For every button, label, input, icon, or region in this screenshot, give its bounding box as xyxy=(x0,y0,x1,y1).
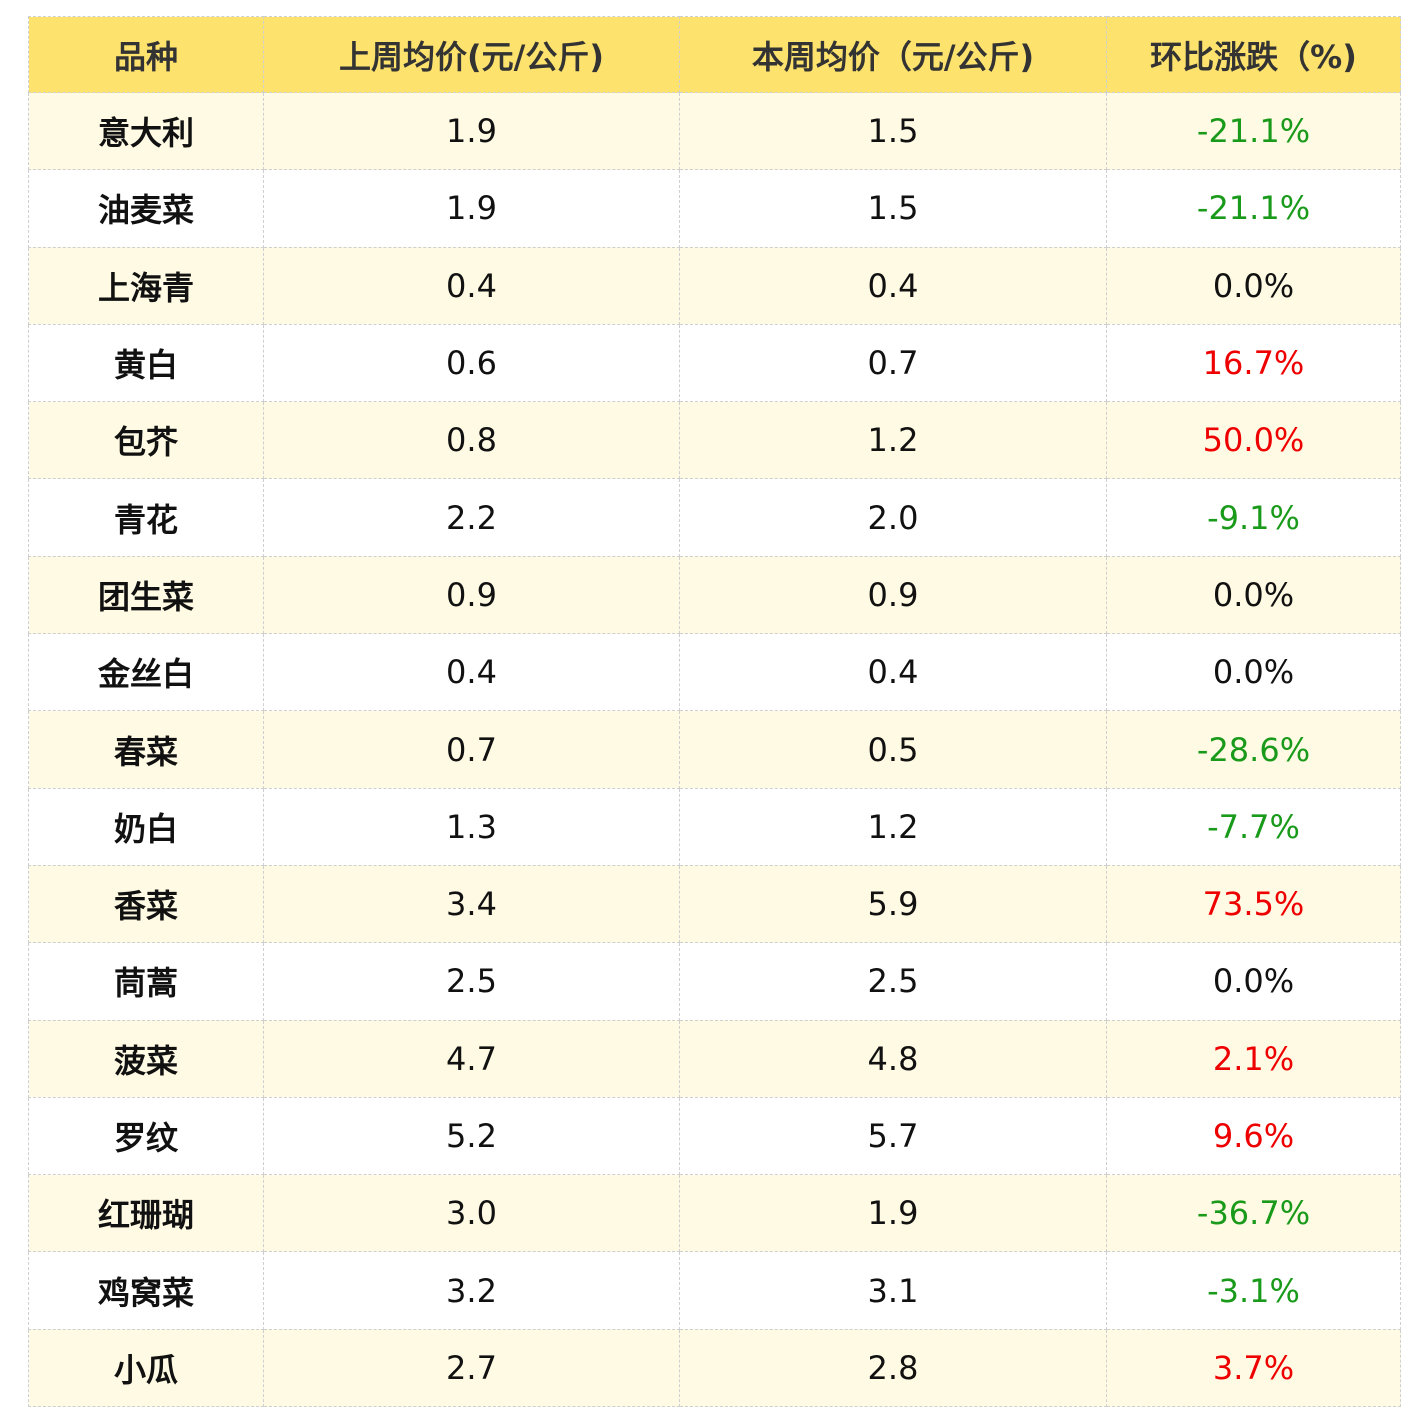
price-cell: 5.7 xyxy=(679,1096,1107,1176)
price-cell: 0.8 xyxy=(263,401,680,480)
price-cell: 0.7 xyxy=(679,323,1107,403)
change-cell: 73.5% xyxy=(1106,864,1401,944)
price-cell: 3.2 xyxy=(263,1251,680,1330)
table-row: 油麦菜 1.9 1.5 -21.1% xyxy=(28,169,1401,248)
price-cell: 0.9 xyxy=(679,555,1107,635)
price-cell: 0.4 xyxy=(263,633,680,712)
price-cell: 0.7 xyxy=(263,710,680,789)
price-cell: 5.2 xyxy=(263,1096,680,1176)
variety-cell: 团生菜 xyxy=(28,555,264,635)
header-cell: 品种 xyxy=(28,16,264,93)
price-cell: 1.9 xyxy=(679,1174,1107,1253)
price-cell: 2.0 xyxy=(679,478,1107,557)
price-cell: 3.1 xyxy=(679,1251,1107,1330)
price-cell: 0.9 xyxy=(263,555,680,635)
price-cell: 1.5 xyxy=(679,91,1107,171)
price-table: 品种 上周均价(元/公斤) 本周均价（元/公斤) 环比涨跌（%) 意大利 1.9 1.5-… xyxy=(28,16,1401,1408)
price-cell: 4.8 xyxy=(679,1019,1107,1098)
table-row: 红珊瑚 3.0 1.9 -36.7% xyxy=(28,1174,1401,1253)
table-row: 金丝白 0.4 0.4 0.0% xyxy=(28,633,1401,712)
header-row: 品种 上周均价(元/公斤) 本周均价（元/公斤) 环比涨跌（%) xyxy=(28,16,1401,93)
table-row: 菠菜 4.7 4.8 2.1% xyxy=(28,1019,1401,1098)
price-cell: 1.9 xyxy=(263,169,680,248)
table-row: 包芥 0.8 1.2 50.0% xyxy=(28,401,1401,480)
change-cell: 50.0% xyxy=(1106,401,1401,480)
table-row: 春菜 0.7 0.5 -28.6% xyxy=(28,710,1401,789)
variety-cell: 春菜 xyxy=(28,710,264,789)
table-row: 罗纹 5.2 5.7 9.6% xyxy=(28,1096,1401,1176)
price-cell: 1.9 xyxy=(263,91,680,171)
table-row: 奶白 1.3 1.2 -7.7% xyxy=(28,787,1401,866)
table-row: 意大利 1.9 1.5 -21.1% xyxy=(28,91,1401,171)
table-body: 意大利 1.9 1.5 -21.1% 油麦菜 1.9 1.5 -21.1% 上海青 0.4 0.4 0… xyxy=(28,91,1401,1408)
price-cell: 1.2 xyxy=(679,401,1107,480)
table-header: 品种 上周均价(元/公斤) 本周均价（元/公斤) 环比涨跌（%) xyxy=(28,16,1401,93)
table-row: 上海青 0.4 0.4 0.0% xyxy=(28,246,1401,325)
variety-cell: 金丝白 xyxy=(28,633,264,712)
variety-cell: 鸡窝菜 xyxy=(28,1251,264,1330)
table-row: 小瓜 2.7 2.8 3.7% xyxy=(28,1328,1401,1408)
table-row: 茼蒿 2.5 2.5 0.0% xyxy=(28,942,1401,1021)
table-row: 黄白 0.6 0.7 16.7% xyxy=(28,323,1401,403)
variety-cell: 包芥 xyxy=(28,401,264,480)
variety-cell: 青花 xyxy=(28,478,264,557)
variety-cell: 黄白 xyxy=(28,323,264,403)
change-cell: 0.0% xyxy=(1106,246,1401,325)
change-cell: -21.1% xyxy=(1106,169,1401,248)
change-cell: -3.1% xyxy=(1106,1251,1401,1330)
header-cell: 本周均价（元/公斤) xyxy=(679,16,1107,93)
table-container: 品种 上周均价(元/公斤) 本周均价（元/公斤) 环比涨跌（%) 意大利 1.9 1.5-… xyxy=(28,16,1401,1408)
change-cell: -36.7% xyxy=(1106,1174,1401,1253)
price-cell: 0.6 xyxy=(263,323,680,403)
price-cell: 2.5 xyxy=(263,942,680,1021)
change-cell: 0.0% xyxy=(1106,633,1401,712)
price-cell: 0.4 xyxy=(679,633,1107,712)
price-cell: 2.7 xyxy=(263,1328,680,1408)
table-row: 鸡窝菜 3.2 3.1 -3.1% xyxy=(28,1251,1401,1330)
price-cell: 0.4 xyxy=(679,246,1107,325)
price-cell: 3.4 xyxy=(263,864,680,944)
change-cell: 2.1% xyxy=(1106,1019,1401,1098)
variety-cell: 意大利 xyxy=(28,91,264,171)
change-cell: -9.1% xyxy=(1106,478,1401,557)
price-cell: 4.7 xyxy=(263,1019,680,1098)
variety-cell: 罗纹 xyxy=(28,1096,264,1176)
price-cell: 1.2 xyxy=(679,787,1107,866)
price-cell: 0.5 xyxy=(679,710,1107,789)
price-cell: 2.2 xyxy=(263,478,680,557)
change-cell: 3.7% xyxy=(1106,1328,1401,1408)
variety-cell: 茼蒿 xyxy=(28,942,264,1021)
change-cell: 0.0% xyxy=(1106,942,1401,1021)
change-cell: -21.1% xyxy=(1106,91,1401,171)
price-cell: 3.0 xyxy=(263,1174,680,1253)
variety-cell: 红珊瑚 xyxy=(28,1174,264,1253)
variety-cell: 菠菜 xyxy=(28,1019,264,1098)
table-row: 团生菜 0.9 0.9 0.0% xyxy=(28,555,1401,635)
table-row: 青花 2.2 2.0 -9.1% xyxy=(28,478,1401,557)
variety-cell: 小瓜 xyxy=(28,1328,264,1408)
change-cell: 9.6% xyxy=(1106,1096,1401,1176)
price-cell: 2.5 xyxy=(679,942,1107,1021)
header-cell: 上周均价(元/公斤) xyxy=(263,16,680,93)
variety-cell: 上海青 xyxy=(28,246,264,325)
variety-cell: 油麦菜 xyxy=(28,169,264,248)
table-row: 香菜 3.4 5.9 73.5% xyxy=(28,864,1401,944)
change-cell: 0.0% xyxy=(1106,555,1401,635)
price-cell: 0.4 xyxy=(263,246,680,325)
change-cell: 16.7% xyxy=(1106,323,1401,403)
price-cell: 2.8 xyxy=(679,1328,1107,1408)
variety-cell: 奶白 xyxy=(28,787,264,866)
variety-cell: 香菜 xyxy=(28,864,264,944)
header-cell: 环比涨跌（%) xyxy=(1106,16,1401,93)
price-cell: 5.9 xyxy=(679,864,1107,944)
change-cell: -7.7% xyxy=(1106,787,1401,866)
change-cell: -28.6% xyxy=(1106,710,1401,789)
price-cell: 1.5 xyxy=(679,169,1107,248)
price-cell: 1.3 xyxy=(263,787,680,866)
